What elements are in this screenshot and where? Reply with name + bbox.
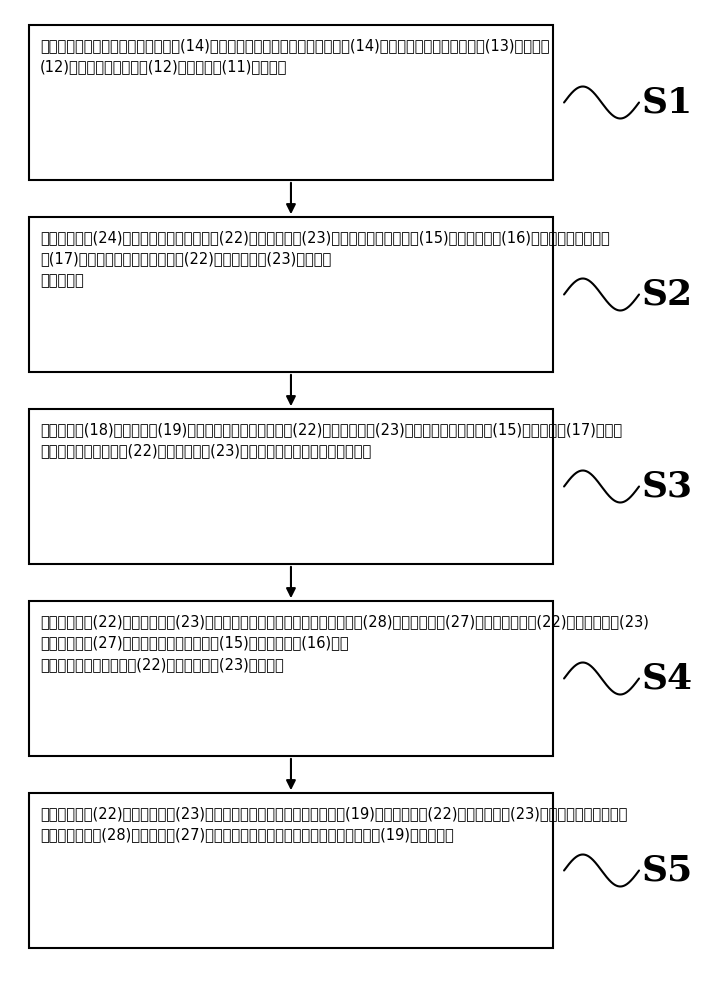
Bar — [29, 601, 553, 756]
Text: S4: S4 — [642, 662, 693, 696]
Text: 首先对电磁板(24)进行通电，使半圆长板一(22)与半圆长板二(23)连接，此时通过电机一(15)带动螺纹杆一(16)转动，从而带动移动
块(17)向下运动，直: 首先对电磁板(24)进行通电，使半圆长板一(22)与半圆长板二(23)连接，此时… — [40, 230, 610, 288]
Text: 当半圆长板一(22)与半圆长板二(23)伸出待检测土壤后，首先通过推件筒(19)对半圆长板一(22)与半圆长板二(23)内的土壤进行流压，此
时通过电动推杆(2: 当半圆长板一(22)与半圆长板二(23)伸出待检测土壤后，首先通过推件筒(19)… — [40, 806, 628, 843]
Text: S5: S5 — [642, 854, 693, 888]
Bar — [29, 217, 553, 372]
Text: 当半圆长板一(22)与半圆长板二(23)下侧运动至合适的深度后，通过电动推杆(28)推动伸缩刀片(27)，使半圆长板一(22)与半圆长板二(23)
上的伸缩刀片: 当半圆长板一(22)与半圆长板二(23)下侧运动至合适的深度后，通过电动推杆(2… — [40, 614, 649, 672]
Bar — [29, 25, 553, 180]
Text: S2: S2 — [642, 278, 693, 312]
Text: 首先通过操作者将取样器上的圆锥块(14)插入待取样的土壤周围，直至圆锥块(14)完全进入土壤后，通过台块(13)对支架杆
(12)进行支撑，使支架杆(12)对支: 首先通过操作者将取样器上的圆锥块(14)插入待取样的土壤周围，直至圆锥块(14)… — [40, 38, 550, 75]
Bar — [29, 409, 553, 564]
Bar — [29, 793, 553, 948]
Text: S1: S1 — [642, 86, 693, 119]
Text: S3: S3 — [642, 470, 693, 504]
Text: 通过电机二(18)带动推件筒(19)转动，从而带动半圆长板一(22)与半圆长板二(23)转动，同时通过电机一(15)带动移动块(17)向下运
动，最终使半圆长板: 通过电机二(18)带动推件筒(19)转动，从而带动半圆长板一(22)与半圆长板二… — [40, 422, 622, 459]
